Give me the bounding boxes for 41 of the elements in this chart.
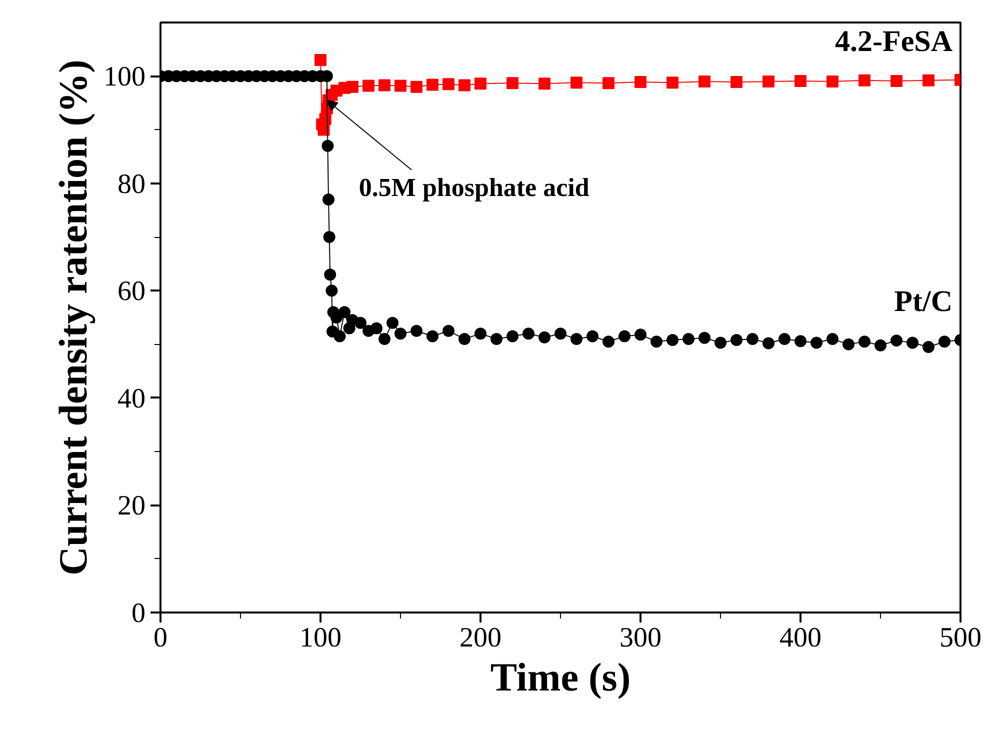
- y-tick-label: 80: [118, 168, 146, 200]
- point: [458, 79, 470, 92]
- y-tick-label: 0: [132, 598, 146, 629]
- point: [410, 80, 422, 93]
- point: [346, 80, 358, 93]
- point: [602, 77, 614, 90]
- point: [794, 74, 806, 87]
- point: [698, 76, 710, 88]
- point: [570, 76, 582, 89]
- y-tick-label: 100: [104, 62, 146, 93]
- point: [730, 76, 742, 88]
- point: [666, 76, 678, 89]
- point: [538, 78, 550, 90]
- x-tick-label: 300: [620, 622, 662, 654]
- y-tick-label: 60: [118, 276, 146, 308]
- point: [922, 74, 934, 86]
- point: [826, 76, 838, 88]
- point: [426, 78, 438, 91]
- point: [506, 77, 518, 90]
- x-tick-label: 400: [780, 622, 822, 654]
- annotation: 0.5M phosphate acid: [358, 173, 590, 202]
- point: [634, 76, 646, 88]
- point: [762, 76, 774, 88]
- y-axis-title: Current density ratention (%): [50, 60, 96, 576]
- y-tick-label: 20: [118, 490, 146, 522]
- point: [858, 74, 870, 86]
- point: [474, 78, 486, 90]
- x-axis-title: Time (s): [490, 654, 631, 700]
- series-label: 4.2-FeSA: [835, 24, 953, 58]
- y-tick-label: 40: [118, 383, 146, 414]
- x-tick-label: 100: [300, 622, 342, 654]
- point: [890, 74, 902, 87]
- point: [394, 80, 406, 92]
- point: [362, 80, 374, 92]
- point: [378, 79, 390, 92]
- x-tick-label: 500: [940, 622, 982, 654]
- point: [314, 54, 326, 66]
- point: [442, 78, 454, 90]
- x-tick-label: 200: [460, 622, 502, 654]
- series-label: Pt/C: [894, 285, 953, 318]
- x-tick-label: 0: [154, 622, 168, 654]
